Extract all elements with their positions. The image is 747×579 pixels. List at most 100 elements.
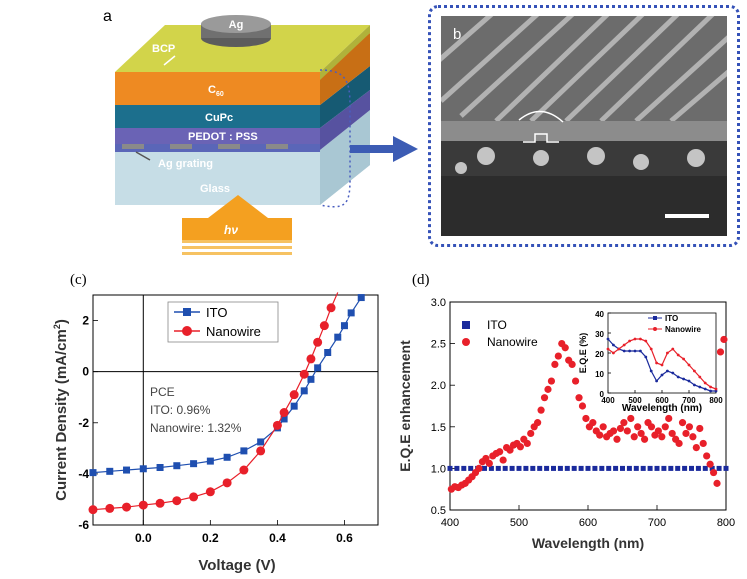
point-ito [290,402,298,410]
inset-point-ito [682,377,685,381]
grating-layer [115,142,320,152]
light-label: hν [224,223,238,237]
inset-point-ito [639,349,642,353]
inset-legend-ito: ITO [665,314,678,323]
legend-ito-label-d: ITO [487,318,507,332]
eqe-ylabel: E.Q.E enhancement [397,340,413,472]
pce-ito: ITO: 0.96% [150,403,211,417]
point-ito [564,465,570,471]
y-tick-label: 1.0 [431,463,446,475]
point-nanowire [623,427,631,435]
point-ito [240,447,248,455]
zoom-outline [319,69,351,208]
jv-legend: ITO Nanowire [167,301,279,343]
point-ito [495,465,501,471]
pedot-layer [115,128,320,144]
point-ito [599,465,605,471]
point-ito [314,364,322,372]
x-tick-label: 800 [709,396,723,405]
point-ito [523,465,529,471]
inset-point-ito [714,389,718,393]
inset-point-nanowire [649,347,653,351]
x-tick-label: 600 [579,517,597,529]
point-nanowire [630,433,638,441]
scale-bar [665,214,709,218]
point-ito [89,469,97,477]
point-nanowire [665,414,673,423]
point-nanowire [620,419,628,427]
point-nanowire [306,354,316,364]
inset-point-ito [676,375,680,379]
panel-b-label: b [453,26,462,43]
cupc-label: CuPc [205,112,233,124]
point-nanowire [561,344,569,352]
point-nanowire [279,408,289,418]
point-nanowire [499,456,507,464]
y-tick-label: 20 [595,350,604,359]
point-ito [633,465,639,471]
jv-chart: 0.0 0.2 0.4 0.6 -6 -4 -2 0 2 ITO Nanowire PCE IT… [52,292,379,574]
point-ito [482,465,487,471]
point-nanowire [661,423,669,431]
point-ito [516,465,522,471]
inset-point-ito [612,343,615,347]
point-nanowire [256,446,266,456]
point-ito [123,466,131,474]
bcp-pointer [163,55,176,66]
inset-point-nanowire [666,351,669,355]
inset-point-nanowire [698,375,702,379]
point-nanowire [122,502,132,512]
inset-xlabel: Wavelength (nm) [622,403,702,414]
inset-point-nanowire [617,347,621,351]
y-tick-label: 10 [595,370,604,379]
inset-point-nanowire [639,337,642,341]
inset-point-nanowire [633,337,637,341]
point-ito [613,465,619,471]
grating-pointer [135,151,151,161]
inset-point-ito [628,349,631,353]
x-tick-label: 0.0 [135,531,152,545]
y-tick-label: -4 [78,467,89,481]
point-nanowire [658,433,666,441]
legend-ito-marker-d [462,321,470,329]
point-nanowire [289,390,299,400]
inset-legend-nanowire: Nanowire [665,325,702,334]
point-nanowire [475,464,483,472]
inset-point-nanowire [628,339,631,343]
jv-ylabel: Current Density (mA/cm2) [52,319,70,501]
point-nanowire [692,444,700,452]
point-nanowire [88,505,98,515]
point-nanowire [706,460,714,468]
inset-point-ito [693,383,696,387]
point-nanowire [596,431,604,439]
point-ito [544,465,550,471]
panel-d-label: (d) [412,272,430,288]
y-tick-label: 3.0 [431,297,446,309]
point-nanowire [551,360,559,368]
point-ito [571,465,577,471]
point-ito [702,465,708,471]
x-tick-label: 400 [601,396,615,405]
x-tick-label: 500 [628,396,642,405]
inset-point-ito [666,369,669,373]
bcp-label: BCP [152,43,175,55]
point-nanowire [709,468,718,477]
point-ito [668,465,674,471]
inset-point-ito [660,373,664,377]
legend-nanowire-label: Nanowire [206,324,261,339]
point-nanowire [578,402,587,410]
y-tick-label: 2.0 [431,380,446,392]
pedot-label: PEDOT : PSS [188,131,258,143]
point-ito [654,465,660,471]
point-ito [557,465,563,471]
point-ito [334,333,342,341]
point-nanowire [613,435,621,443]
inset-point-nanowire [606,347,610,351]
point-nanowire [172,496,182,506]
point-nanowire [668,429,676,438]
point-nanowire [654,427,662,435]
light-arrow [208,195,268,218]
y-tick-label: -6 [78,518,89,532]
x-tick-label: 500 [510,517,528,529]
point-ito [468,465,474,471]
